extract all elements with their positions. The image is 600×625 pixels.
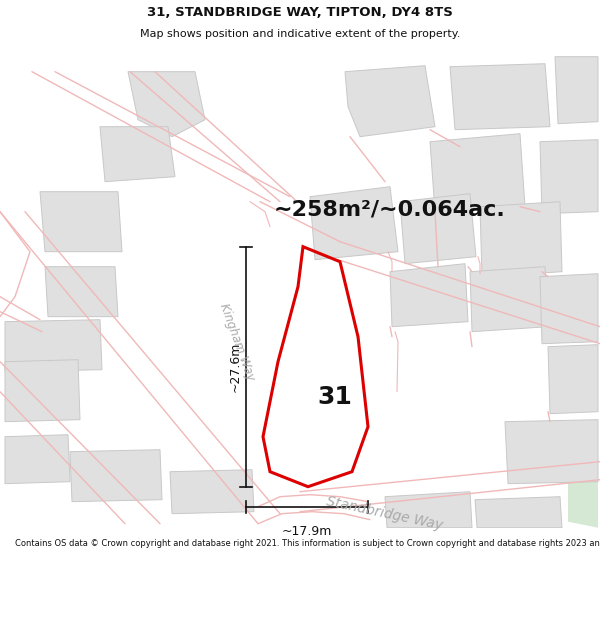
Polygon shape: [540, 274, 598, 344]
Text: 31, STANDBRIDGE WAY, TIPTON, DY4 8TS: 31, STANDBRIDGE WAY, TIPTON, DY4 8TS: [147, 6, 453, 19]
Text: ~17.9m: ~17.9m: [282, 525, 332, 538]
Text: Kingham Way: Kingham Way: [217, 301, 257, 382]
Polygon shape: [568, 447, 598, 528]
Polygon shape: [40, 192, 122, 252]
Polygon shape: [128, 72, 205, 137]
Polygon shape: [475, 497, 562, 528]
Polygon shape: [450, 64, 550, 129]
Polygon shape: [470, 267, 548, 332]
Polygon shape: [345, 66, 435, 137]
Polygon shape: [480, 202, 562, 277]
Polygon shape: [540, 139, 598, 214]
Polygon shape: [548, 345, 598, 414]
Polygon shape: [400, 194, 476, 264]
Polygon shape: [505, 420, 598, 484]
Polygon shape: [5, 359, 80, 422]
Polygon shape: [430, 134, 525, 212]
Polygon shape: [5, 319, 102, 372]
Text: Contains OS data © Crown copyright and database right 2021. This information is : Contains OS data © Crown copyright and d…: [15, 539, 600, 548]
Polygon shape: [385, 492, 472, 528]
Text: Map shows position and indicative extent of the property.: Map shows position and indicative extent…: [140, 29, 460, 39]
Polygon shape: [70, 450, 162, 502]
Polygon shape: [310, 187, 398, 260]
Polygon shape: [45, 267, 118, 317]
Text: 31: 31: [317, 384, 352, 409]
Polygon shape: [555, 57, 598, 124]
Polygon shape: [100, 127, 175, 182]
Polygon shape: [5, 435, 70, 484]
Polygon shape: [390, 264, 468, 327]
Text: Standbridge Way: Standbridge Way: [325, 494, 445, 533]
Text: ~27.6m: ~27.6m: [229, 341, 242, 392]
Polygon shape: [170, 470, 254, 514]
Text: ~258m²/~0.064ac.: ~258m²/~0.064ac.: [274, 200, 506, 219]
